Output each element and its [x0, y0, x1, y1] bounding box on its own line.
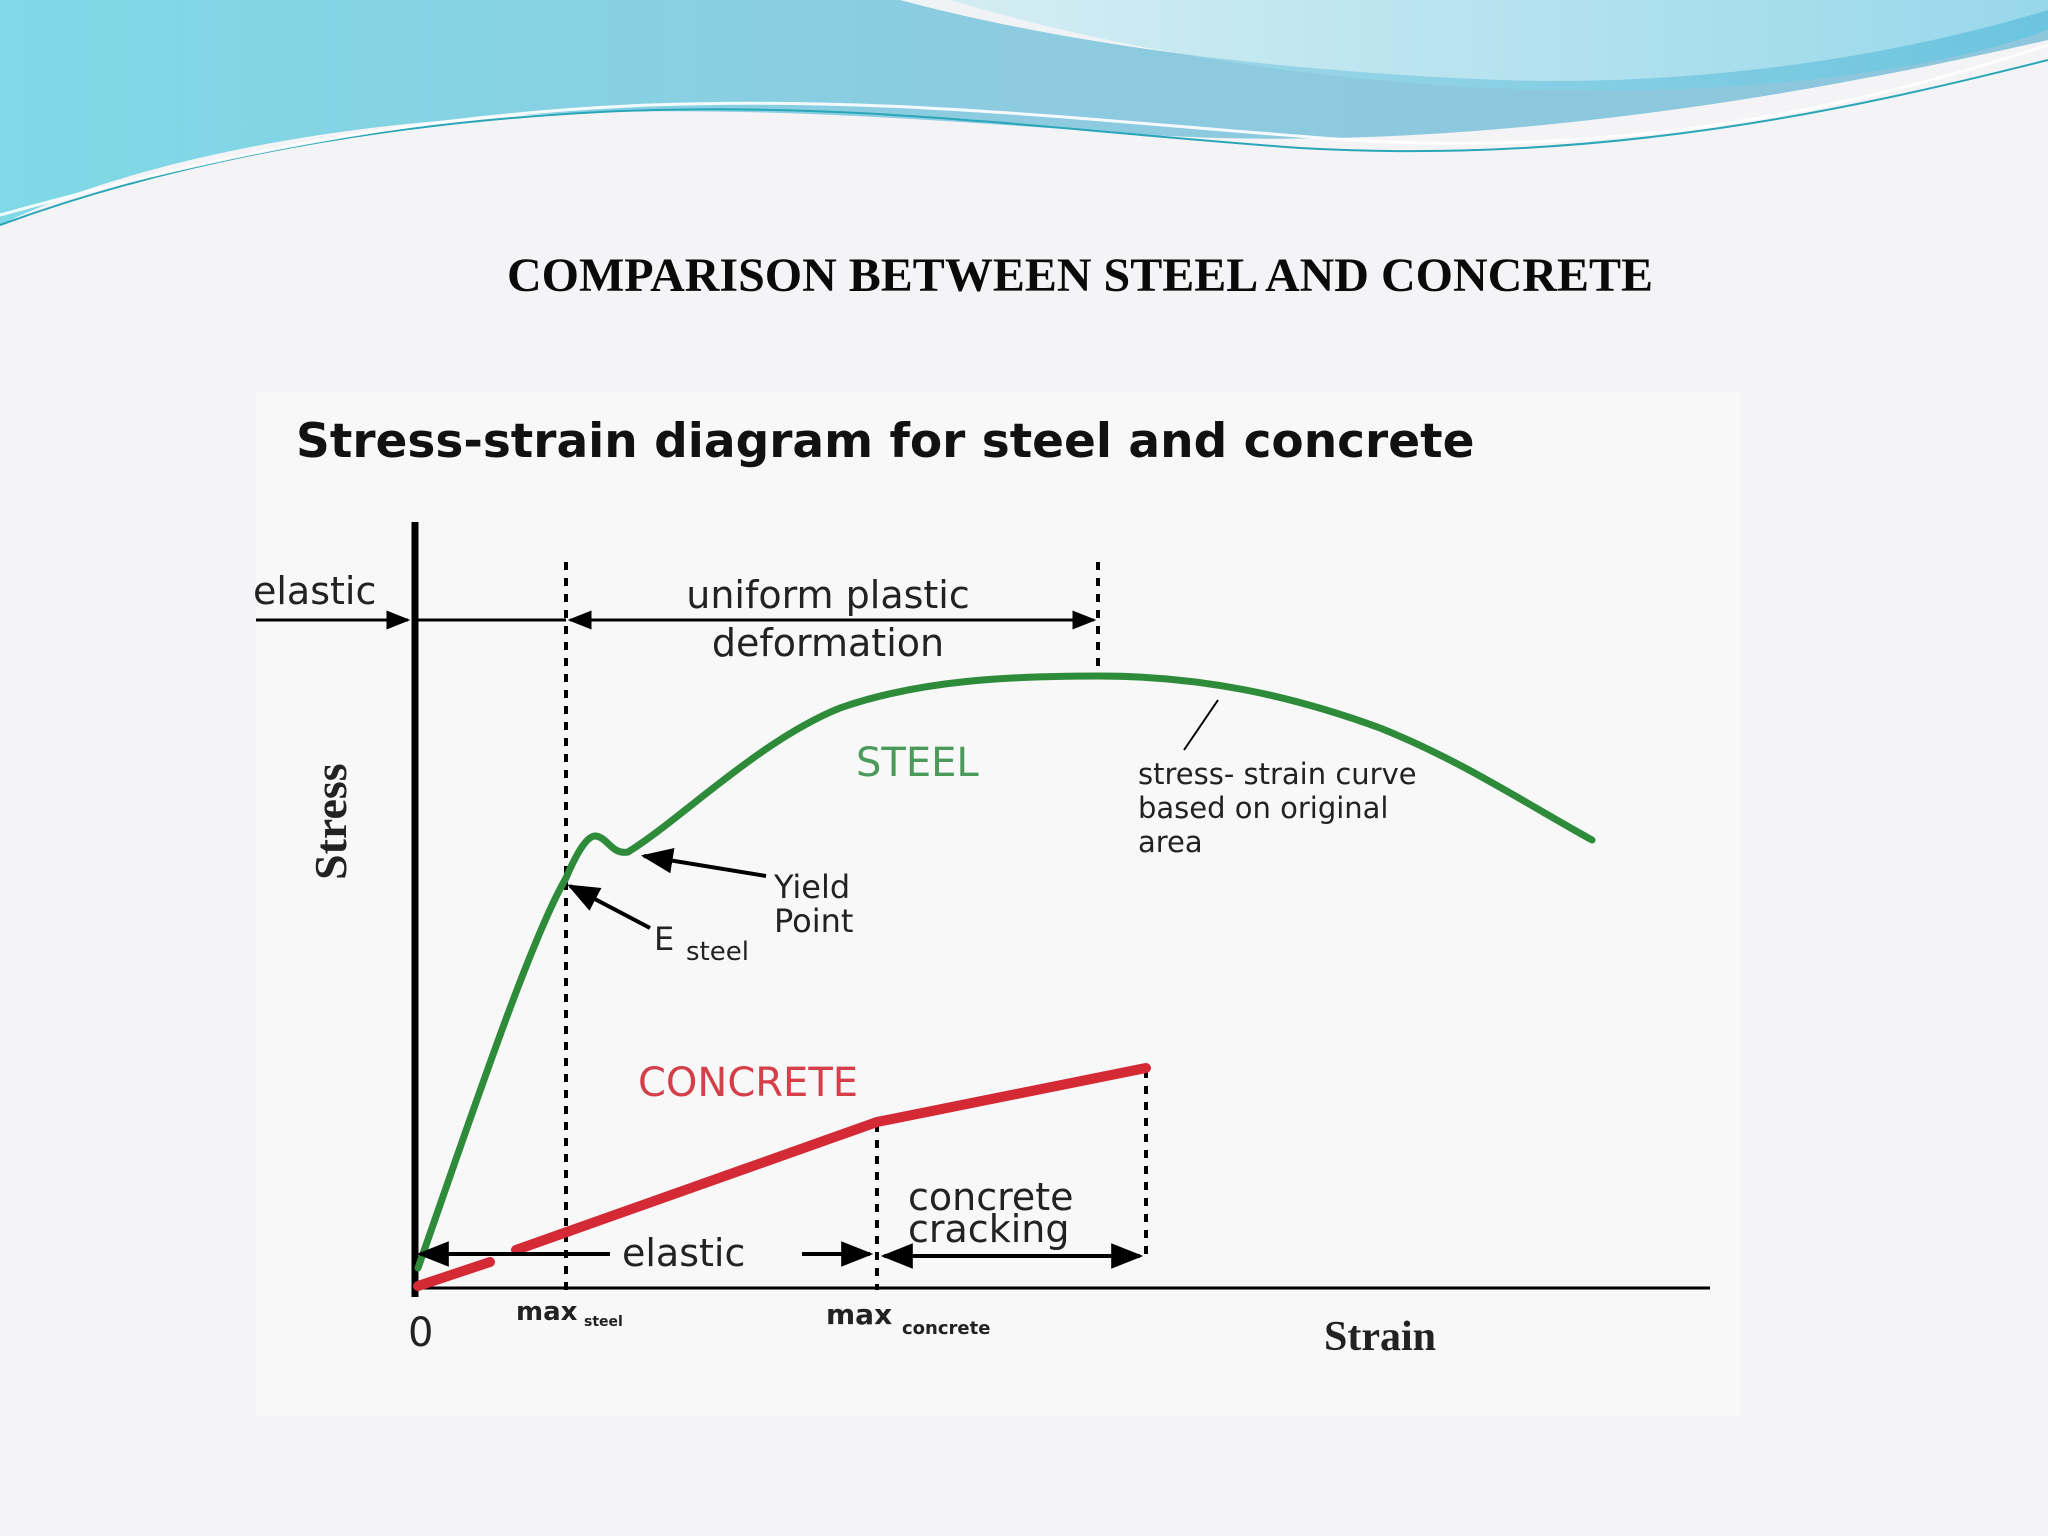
max-concrete-tick-sub: concrete	[902, 1318, 990, 1339]
concrete-cracking-line2: cracking	[908, 1207, 1069, 1251]
slide-title: COMPARISON BETWEEN STEEL AND CONCRETE	[507, 249, 1653, 302]
curve-note-line3: area	[1138, 825, 1203, 859]
elastic-top-label: elastic	[253, 569, 376, 613]
max-steel-tick-sub: steel	[584, 1314, 623, 1330]
origin-label: 0	[408, 1310, 433, 1356]
y-axis-label: Stress	[305, 763, 356, 880]
decorative-wave-banner	[0, 0, 2048, 226]
yield-point-pointer	[640, 848, 767, 878]
curve-note-line1: stress- strain curve	[1138, 757, 1417, 791]
x-axis-label: Strain	[1324, 1314, 1436, 1360]
deformation-label: deformation	[712, 621, 944, 665]
e-steel-pointer	[567, 884, 651, 930]
concrete-curve	[413, 1063, 1151, 1291]
uniform-plastic-label: uniform plastic	[686, 573, 970, 617]
curve-note-leader	[1183, 699, 1219, 751]
max-steel-tick: max	[516, 1297, 578, 1327]
e-steel-subscript: steel	[686, 937, 749, 967]
max-concrete-tick: max	[826, 1298, 892, 1331]
yield-label: Yield	[773, 868, 850, 906]
curve-note-line2: based on original	[1138, 791, 1389, 825]
concrete-cracking-line1: concrete	[908, 1175, 1074, 1219]
point-label: Point	[774, 902, 853, 940]
elastic-bottom-label: elastic	[622, 1231, 745, 1275]
concrete-label: CONCRETE	[638, 1060, 858, 1106]
diagram-title: Stress-strain diagram for steel and conc…	[296, 414, 1474, 469]
steel-label: STEEL	[856, 740, 979, 786]
e-steel-label: E	[654, 920, 674, 958]
steel-curve	[414, 672, 1596, 1272]
